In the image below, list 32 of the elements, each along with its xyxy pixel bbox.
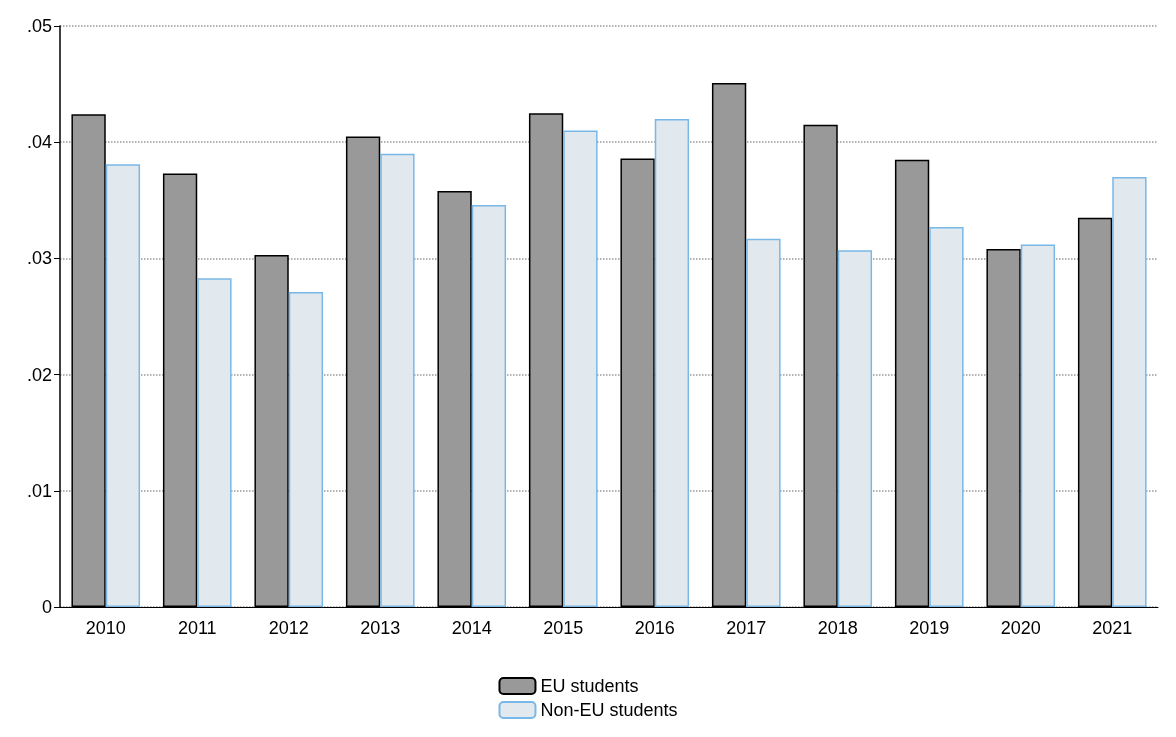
y-tick-label: .05 bbox=[26, 16, 52, 36]
bar bbox=[380, 153, 415, 607]
bar bbox=[837, 250, 873, 607]
x-tick-label: 2010 bbox=[85, 618, 126, 638]
y-tick-label: .04 bbox=[26, 132, 52, 153]
bar bbox=[471, 204, 507, 607]
bar bbox=[105, 164, 141, 607]
y-tick-label: 0 bbox=[41, 597, 52, 617]
x-tick-label: 2020 bbox=[1000, 618, 1041, 638]
x-tick-label: 2014 bbox=[451, 618, 492, 638]
x-tick-label: 2011 bbox=[177, 618, 217, 638]
bar bbox=[1112, 177, 1147, 607]
y-tick-label: .03 bbox=[26, 248, 52, 269]
x-tick-label: 2012 bbox=[268, 618, 309, 638]
bar bbox=[746, 238, 781, 607]
x-tick-label: 2021 bbox=[1092, 618, 1133, 638]
x-tick-label: 2017 bbox=[726, 618, 767, 638]
bar bbox=[197, 278, 232, 607]
legend-label: Non-EU students bbox=[540, 700, 678, 720]
y-tick-label: .01 bbox=[26, 480, 52, 501]
legend-label: EU students bbox=[540, 676, 639, 696]
bar bbox=[654, 118, 690, 607]
bar bbox=[563, 130, 598, 607]
x-tick-label: 2018 bbox=[817, 618, 858, 638]
x-tick-label: 2013 bbox=[360, 618, 401, 638]
bar bbox=[1020, 244, 1056, 607]
x-tick-label: 2016 bbox=[634, 618, 675, 638]
y-tick-label: .02 bbox=[26, 364, 52, 385]
bar bbox=[929, 227, 964, 607]
bar bbox=[288, 292, 324, 607]
x-tick-label: 2019 bbox=[909, 618, 950, 638]
x-tick-label: 2015 bbox=[543, 618, 584, 638]
